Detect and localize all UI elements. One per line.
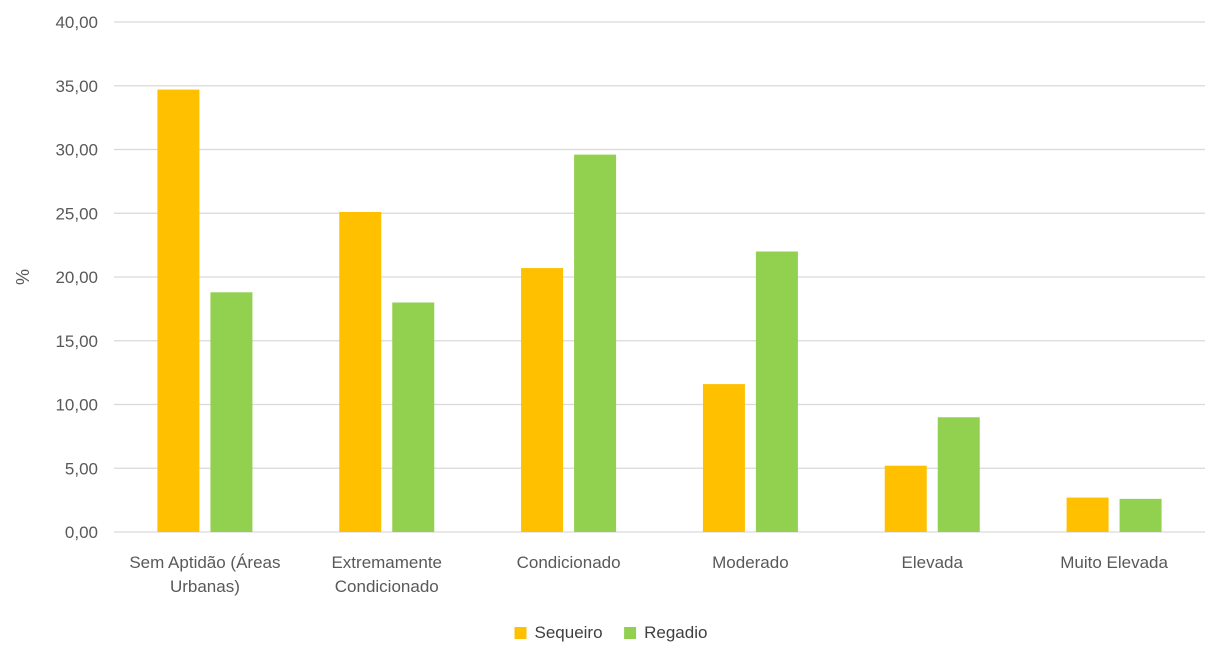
bar-regadio — [392, 302, 435, 532]
bar-sequeiro — [1066, 497, 1109, 532]
y-tick-label: 5,00 — [65, 459, 98, 478]
bar-sequeiro — [521, 268, 564, 532]
bar-sequeiro — [702, 384, 745, 532]
legend-swatch-sequeiro — [514, 627, 527, 639]
x-category-line: Extremamente — [331, 553, 442, 572]
bar-regadio — [210, 292, 253, 532]
bar-regadio — [755, 251, 798, 532]
y-tick-label: 40,00 — [55, 13, 98, 32]
legend-label-sequeiro: Sequeiro — [535, 623, 603, 642]
y-tick-label: 25,00 — [55, 204, 98, 223]
y-tick-label: 30,00 — [55, 141, 98, 160]
gridlines — [114, 21, 1205, 533]
bar-regadio — [1119, 498, 1162, 532]
x-category-label: Condicionado — [517, 553, 621, 572]
legend-swatch-regadio — [624, 627, 637, 639]
x-category-label: Extremamente Condicionado — [331, 553, 442, 596]
x-category-label: Sem Aptidão (Áreas Urbanas) — [129, 553, 280, 596]
x-category-label: Elevada — [902, 553, 964, 572]
x-category-line: Moderado — [712, 553, 789, 572]
legend-label-regadio: Regadio — [644, 623, 707, 642]
bar-sequeiro — [339, 211, 382, 532]
x-axis-categories: Sem Aptidão (Áreas Urbanas) Extremamente Co… — [129, 553, 1168, 596]
y-tick-label: 10,00 — [55, 396, 98, 415]
x-category-line: Condicionado — [517, 553, 621, 572]
bar-regadio — [574, 154, 617, 532]
x-category-line: Urbanas) — [170, 577, 240, 596]
y-axis-label: % — [13, 269, 33, 285]
bar-regadio — [937, 417, 980, 532]
x-category-label: Muito Elevada — [1060, 553, 1168, 572]
bars — [157, 89, 1162, 532]
y-tick-label: 35,00 — [55, 77, 98, 96]
legend: Sequeiro Regadio — [514, 623, 707, 642]
y-tick-label: 15,00 — [55, 332, 98, 351]
x-category-line: Sem Aptidão (Áreas — [129, 553, 280, 572]
y-tick-label: 0,00 — [65, 523, 98, 542]
x-category-line: Elevada — [902, 553, 964, 572]
x-category-line: Condicionado — [335, 577, 439, 596]
x-category-label: Moderado — [712, 553, 789, 572]
y-tick-label: 20,00 — [55, 268, 98, 287]
y-axis-ticks: 0,00 5,00 10,00 15,00 20,00 25,00 30,00 35,00 40… — [55, 13, 98, 542]
bar-sequeiro — [884, 465, 927, 532]
bar-sequeiro — [157, 89, 200, 532]
x-category-line: Muito Elevada — [1060, 553, 1168, 572]
